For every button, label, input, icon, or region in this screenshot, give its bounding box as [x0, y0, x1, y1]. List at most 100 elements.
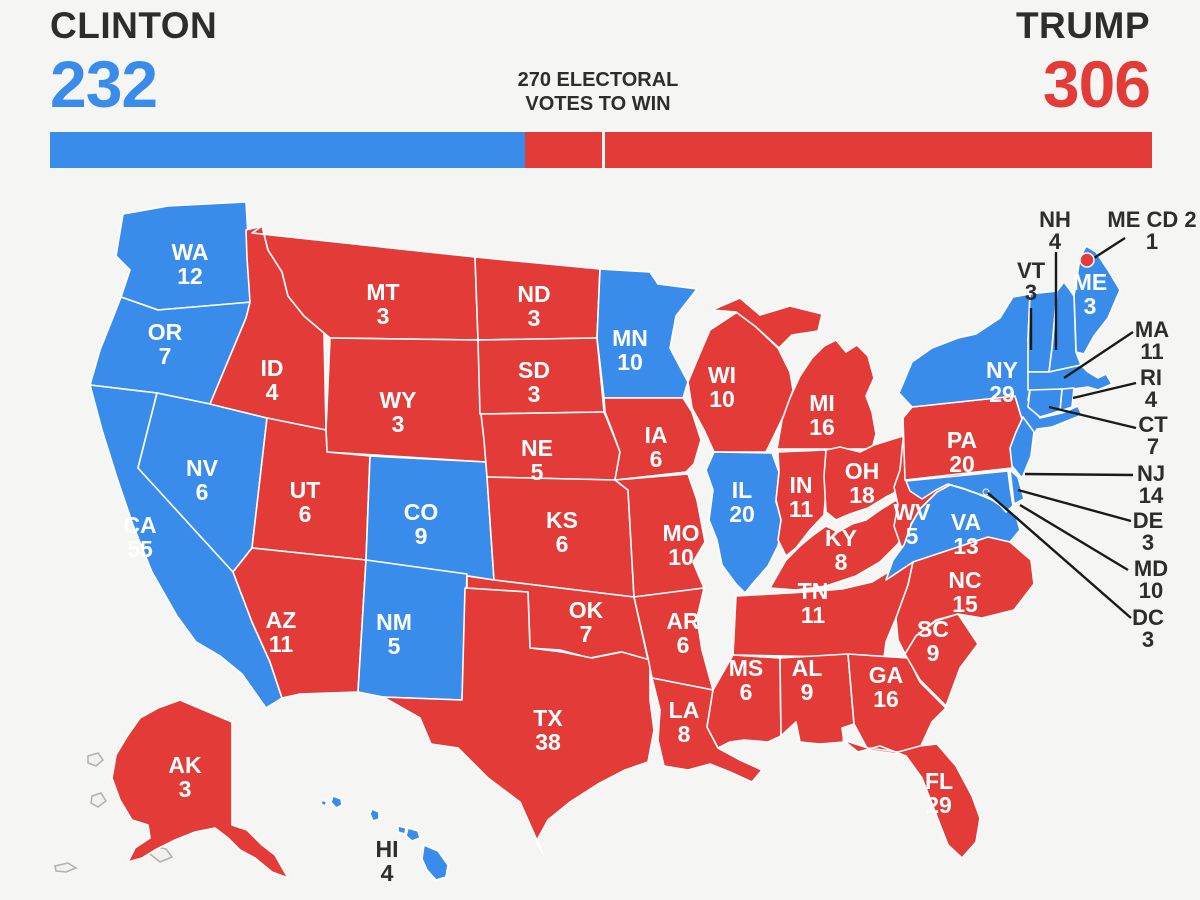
state-ev-IL: 20 [729, 501, 755, 527]
state-label-MN: MN [612, 325, 648, 351]
state-label-IL: IL [732, 477, 752, 503]
state-WY [325, 337, 487, 463]
callout-ev-VT: 3 [1025, 280, 1037, 305]
callout-line-DE [1017, 488, 1132, 523]
state-label-ND: ND [517, 281, 550, 307]
callout-label-DC: DC [1132, 605, 1164, 630]
state-OH [823, 435, 907, 521]
state-label-VA: VA [951, 509, 981, 535]
clinton-summary: CLINTON 232 [50, 5, 217, 121]
callout-label-ME-CD2: ME CD 2 [1107, 207, 1196, 232]
state-ev-NM: 5 [388, 633, 401, 659]
state-ev-TN: 11 [801, 602, 826, 628]
state-MN [596, 268, 698, 399]
threshold-270-divider [601, 130, 605, 170]
state-FL [842, 739, 981, 859]
state-TX [382, 587, 655, 855]
callout-line-RI [1072, 381, 1137, 400]
state-NJ [1009, 416, 1035, 479]
state-ev-LA: 8 [678, 721, 691, 747]
state-label-HI: HI [376, 836, 399, 862]
state-label-NE: NE [521, 435, 553, 461]
state-ev-AK: 3 [179, 776, 192, 802]
callout-line-MA [1063, 331, 1134, 379]
state-ev-OH: 18 [849, 482, 875, 508]
state-ev-VA: 13 [953, 533, 979, 559]
state-NM [357, 559, 468, 701]
callout-ev-DC: 3 [1142, 627, 1154, 652]
state-label-KY: KY [825, 525, 857, 551]
state-ev-AL: 9 [801, 679, 814, 705]
state-DE [1009, 469, 1025, 505]
state-CT [1027, 388, 1063, 418]
state-AK [111, 699, 289, 879]
gray-island [54, 862, 78, 873]
me-cd2-dot [1079, 252, 1095, 268]
state-HI [320, 795, 449, 881]
state-ev-IA: 6 [650, 446, 663, 472]
state-ev-MT: 3 [377, 303, 390, 329]
state-label-KS: KS [546, 507, 578, 533]
trump-summary: TRUMP 306 [1016, 5, 1151, 116]
state-ev-TX: 38 [535, 729, 561, 755]
state-label-WA: WA [171, 239, 208, 265]
clinton-vote-count: 232 [50, 46, 158, 121]
state-ev-NE: 5 [531, 459, 544, 485]
votes-to-win-note: 270 ELECTORAL VOTES TO WIN [518, 68, 679, 116]
state-MI [711, 297, 877, 450]
state-label-NY: NY [986, 357, 1018, 383]
state-ev-MS: 6 [740, 679, 753, 705]
state-ev-CA: 55 [127, 536, 153, 562]
clinton-bar-segment [50, 132, 526, 168]
state-ev-WI: 10 [709, 386, 735, 412]
callout-ev-NJ: 14 [1139, 483, 1164, 508]
state-MD [905, 470, 1014, 513]
state-label-TN: TN [798, 578, 829, 604]
state-ev-UT: 6 [299, 501, 312, 527]
callout-ev-RI: 4 [1145, 387, 1158, 412]
state-ev-ME: 3 [1084, 293, 1097, 319]
state-ev-SC: 9 [927, 640, 940, 666]
state-label-WY: WY [379, 387, 416, 413]
electoral-vote-bar [50, 132, 1152, 168]
state-label-MS: MS [729, 655, 764, 681]
state-label-AZ: AZ [266, 607, 297, 633]
state-ev-ND: 3 [528, 305, 541, 331]
state-ev-NC: 15 [952, 591, 978, 617]
callout-line-CT [1048, 405, 1137, 430]
callout-label-MA: MA [1135, 317, 1169, 342]
callout-lines-layer [987, 236, 1137, 619]
callout-line-ME-CD2 [1093, 236, 1126, 260]
state-label-AK: AK [168, 752, 202, 778]
state-ev-WY: 3 [392, 411, 405, 437]
state-ev-GA: 16 [873, 686, 899, 712]
states-layer [89, 201, 1121, 881]
callout-line-NJ [1024, 472, 1134, 477]
state-label-NV: NV [186, 455, 219, 481]
state-ev-HI: 4 [381, 860, 394, 886]
state-label-OR: OR [148, 319, 183, 345]
state-ev-WV: 5 [906, 523, 919, 549]
state-label-GA: GA [869, 662, 904, 688]
callout-label-NH: NH [1039, 207, 1071, 232]
state-label-LA: LA [669, 697, 700, 723]
callout-label-CT: CT [1138, 412, 1168, 437]
state-KY [769, 499, 909, 591]
state-ev-IN: 11 [789, 496, 814, 522]
aleutian-islands-decor [54, 752, 174, 873]
state-label-SD: SD [518, 357, 550, 383]
callout-label-NJ: NJ [1137, 461, 1165, 486]
state-ev-AZ: 11 [269, 631, 294, 657]
state-ev-SD: 3 [528, 381, 541, 407]
callout-ev-CT: 7 [1147, 434, 1159, 459]
state-label-ME: ME [1073, 269, 1108, 295]
state-label-AR: AR [666, 608, 700, 634]
gray-island [87, 752, 105, 767]
callout-ev-MD: 10 [1139, 578, 1163, 603]
state-label-IA: IA [645, 422, 668, 448]
state-label-OH: OH [845, 458, 880, 484]
state-ev-KY: 8 [835, 549, 848, 575]
state-label-OK: OK [569, 597, 604, 623]
